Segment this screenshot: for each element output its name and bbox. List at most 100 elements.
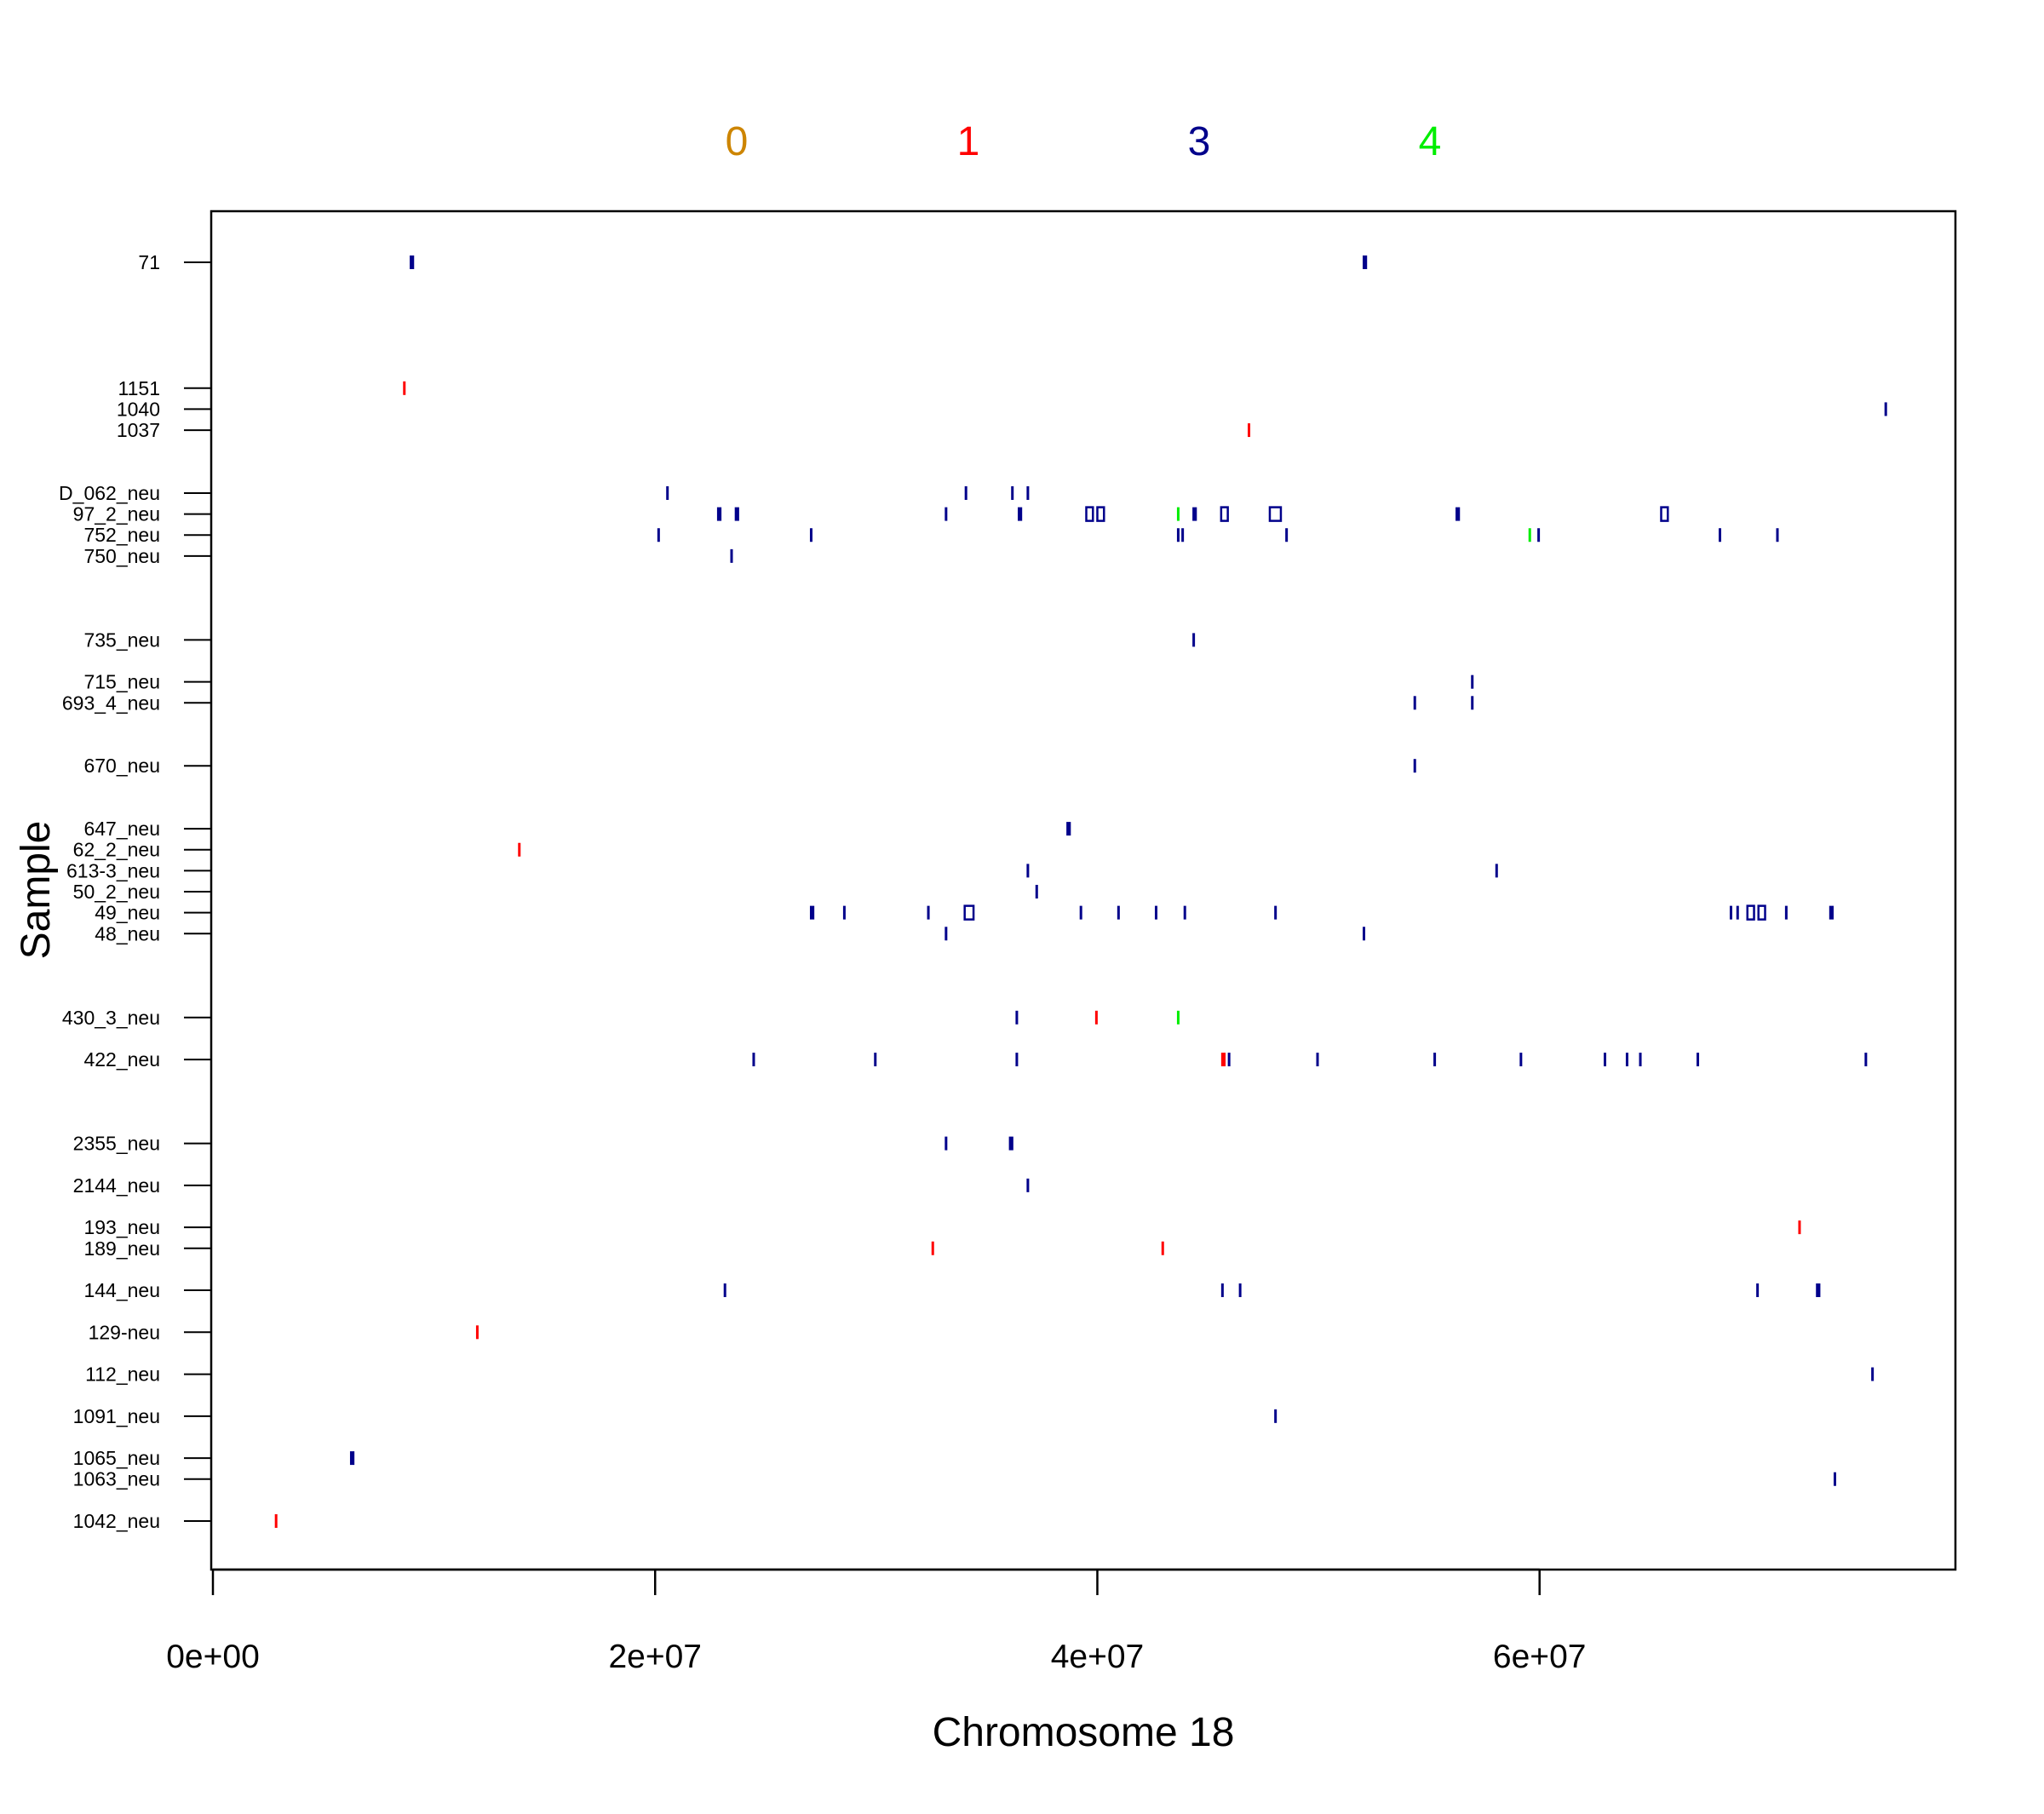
segment-mark — [927, 905, 930, 920]
segment-mark — [1026, 485, 1030, 500]
segment-mark — [1238, 1283, 1242, 1298]
segment-mark — [1117, 905, 1120, 920]
y-tick-label: 1065_neu — [73, 1447, 160, 1469]
segment-mark — [944, 1136, 948, 1151]
segment-mark — [1192, 633, 1196, 647]
segment-mark — [809, 905, 815, 920]
legend-entry-1: 1 — [957, 119, 980, 164]
legend-entry-4: 4 — [1419, 119, 1442, 164]
legend-entry-0: 0 — [726, 119, 749, 164]
segment-mark — [1495, 864, 1498, 878]
x-tick-label: 0e+00 — [166, 1639, 260, 1675]
segment-mark — [1008, 1136, 1013, 1151]
segment-mark — [1433, 1053, 1437, 1067]
segment-mark — [1220, 506, 1229, 522]
y-tick-label: 750_neu — [83, 545, 160, 567]
y-tick-label: 752_neu — [83, 524, 160, 546]
segment-mark — [1285, 528, 1289, 542]
segment-mark — [1413, 759, 1416, 773]
segment-mark — [874, 1053, 877, 1067]
segment-mark — [1274, 905, 1278, 920]
y-tick-label: 1042_neu — [73, 1510, 160, 1532]
segment-mark — [1736, 905, 1739, 920]
y-tick-label: 2144_neu — [73, 1174, 160, 1197]
y-tick-label: 71 — [138, 251, 160, 273]
y-tick-label: 715_neu — [83, 671, 160, 693]
segment-mark — [1884, 402, 1887, 416]
y-tick-label: 1040 — [117, 398, 160, 420]
y-tick-label: 613-3_neu — [66, 859, 160, 881]
segment-mark — [723, 1283, 726, 1298]
y-tick-label: 693_4_neu — [62, 692, 160, 714]
segment-mark — [1015, 1010, 1019, 1025]
segment-mark — [730, 548, 733, 563]
y-tick-label: 129-neu — [89, 1321, 160, 1343]
segment-mark — [752, 1053, 755, 1067]
y-tick-label: 670_neu — [83, 755, 160, 777]
segment-mark — [1471, 675, 1474, 689]
segment-mark — [1816, 1283, 1821, 1298]
y-tick-label: 735_neu — [83, 629, 160, 651]
segment-mark — [410, 255, 415, 269]
segment-mark — [963, 904, 975, 921]
x-tick-label: 4e+07 — [1051, 1639, 1145, 1675]
segment-mark — [1248, 423, 1251, 438]
y-tick-label: 144_neu — [83, 1279, 160, 1301]
segment-mark — [1015, 1053, 1019, 1067]
segment-mark — [1625, 1053, 1628, 1067]
segment-mark — [1784, 905, 1788, 920]
segment-mark — [809, 528, 812, 542]
y-tick-label: 112_neu — [85, 1363, 160, 1386]
segment-mark — [964, 485, 967, 500]
segment-mark — [1756, 1283, 1760, 1298]
segment-mark — [1026, 1178, 1030, 1192]
segment-mark — [274, 1514, 278, 1528]
segment-mark — [1096, 506, 1105, 522]
segment-mark — [1066, 822, 1071, 836]
segment-mark — [1154, 905, 1157, 920]
legend-entry-3: 3 — [1188, 119, 1211, 164]
segment-mark — [1413, 696, 1416, 710]
segment-mark — [944, 927, 948, 941]
y-tick-label: 647_neu — [83, 818, 160, 840]
segment-mark — [1729, 905, 1732, 920]
x-tick-label: 2e+07 — [608, 1639, 702, 1675]
segment-mark — [1798, 1220, 1801, 1235]
segment-mark — [657, 528, 660, 542]
segment-mark — [1011, 485, 1014, 500]
segment-mark — [1035, 885, 1038, 898]
y-tick-label: 193_neu — [83, 1216, 160, 1238]
y-tick-label: 422_neu — [83, 1048, 160, 1071]
segment-mark — [1871, 1367, 1875, 1381]
segment-mark — [1603, 1053, 1606, 1067]
segment-mark — [1363, 255, 1368, 269]
segment-mark — [1018, 507, 1023, 521]
y-tick-label: D_062_neu — [59, 482, 160, 504]
x-axis: 0e+00 2e+07 4e+07 6e+07 — [166, 1568, 1586, 1675]
segment-mark — [1192, 507, 1197, 521]
y-tick-label: 1063_neu — [73, 1468, 160, 1490]
segment-mark — [666, 485, 669, 500]
segment-mark — [1746, 904, 1755, 921]
y-tick-label: 48_neu — [95, 922, 160, 944]
segment-mark — [1220, 1283, 1224, 1298]
segment-mark — [403, 381, 406, 395]
segment-mark — [1274, 1409, 1278, 1423]
segment-mark — [1268, 506, 1283, 522]
segment-mark — [1181, 528, 1185, 542]
segment-mark — [1471, 696, 1474, 710]
segment-mark — [1079, 905, 1082, 920]
segment-mark — [1519, 1053, 1523, 1067]
segment-mark — [1864, 1053, 1868, 1067]
legend: 0 1 3 4 — [726, 119, 1442, 164]
y-tick-label: 50_2_neu — [73, 881, 160, 903]
y-axis-title: Sample — [14, 821, 59, 960]
segment-mark — [1363, 927, 1366, 941]
segment-mark — [716, 507, 722, 521]
segment-mark — [1829, 905, 1834, 920]
segment-mark — [1528, 528, 1531, 542]
segment-mark — [1176, 507, 1180, 521]
